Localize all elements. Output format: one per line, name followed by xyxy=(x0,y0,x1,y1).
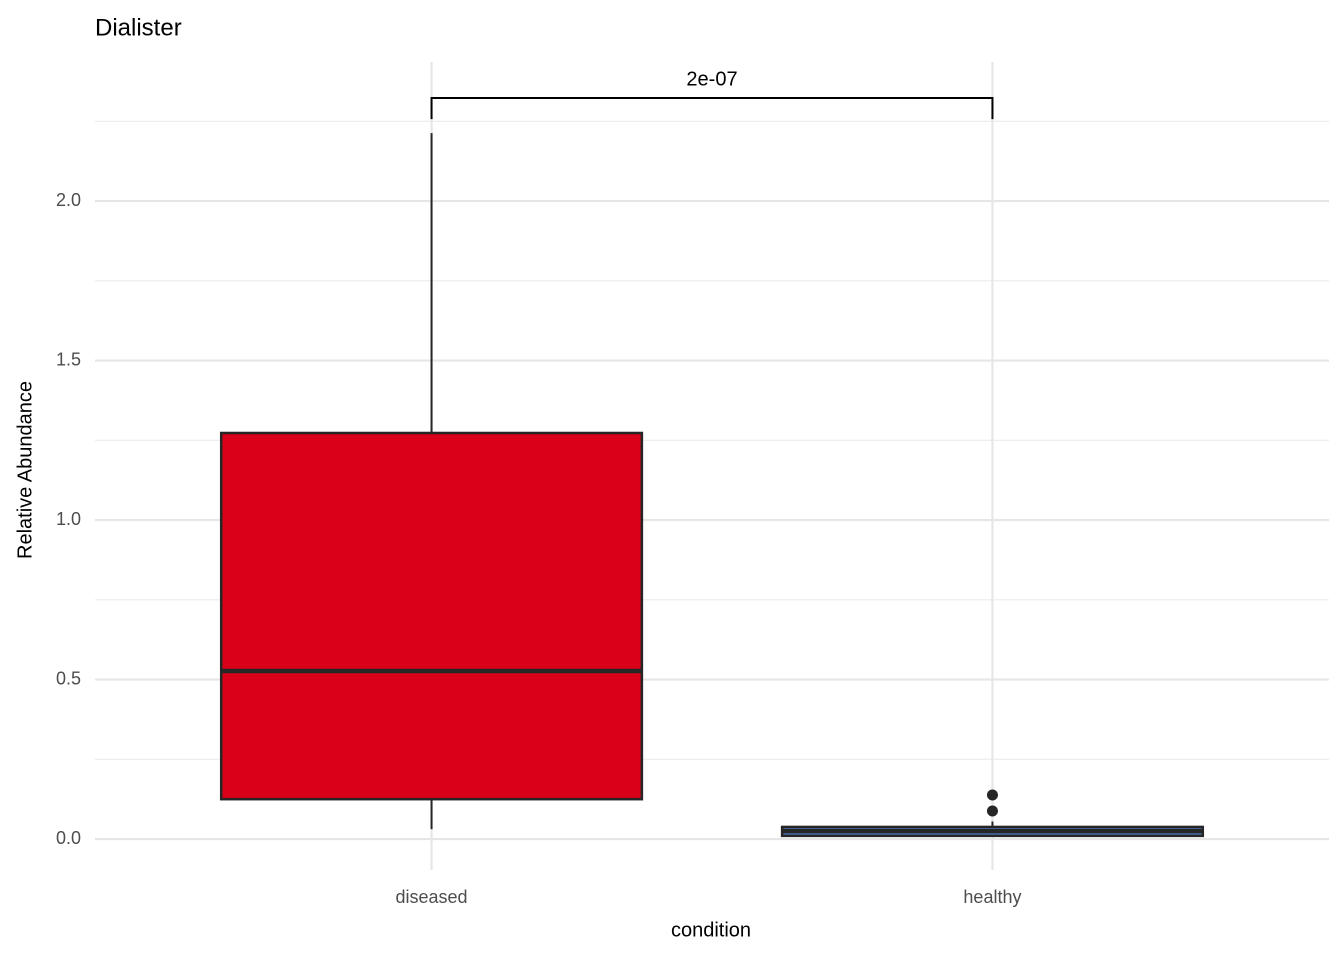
outlier xyxy=(986,789,998,801)
x-axis-title: condition xyxy=(671,919,751,941)
significance-bracket xyxy=(430,97,994,120)
box xyxy=(219,431,644,801)
chart-title: Dialister xyxy=(95,14,182,41)
y-axis-title: Relative Abundance xyxy=(14,381,36,559)
outlier xyxy=(986,805,998,817)
y-tick-label: 2.0 xyxy=(56,190,81,210)
y-tick-label: 0.0 xyxy=(56,828,81,848)
significance-label: 2e-07 xyxy=(686,68,737,90)
y-tick-label: 0.5 xyxy=(56,668,81,688)
x-tick-label: diseased xyxy=(396,887,468,907)
y-tick-label: 1.0 xyxy=(56,509,81,529)
x-tick-label: healthy xyxy=(963,887,1021,907)
y-tick-label: 1.5 xyxy=(56,349,81,369)
